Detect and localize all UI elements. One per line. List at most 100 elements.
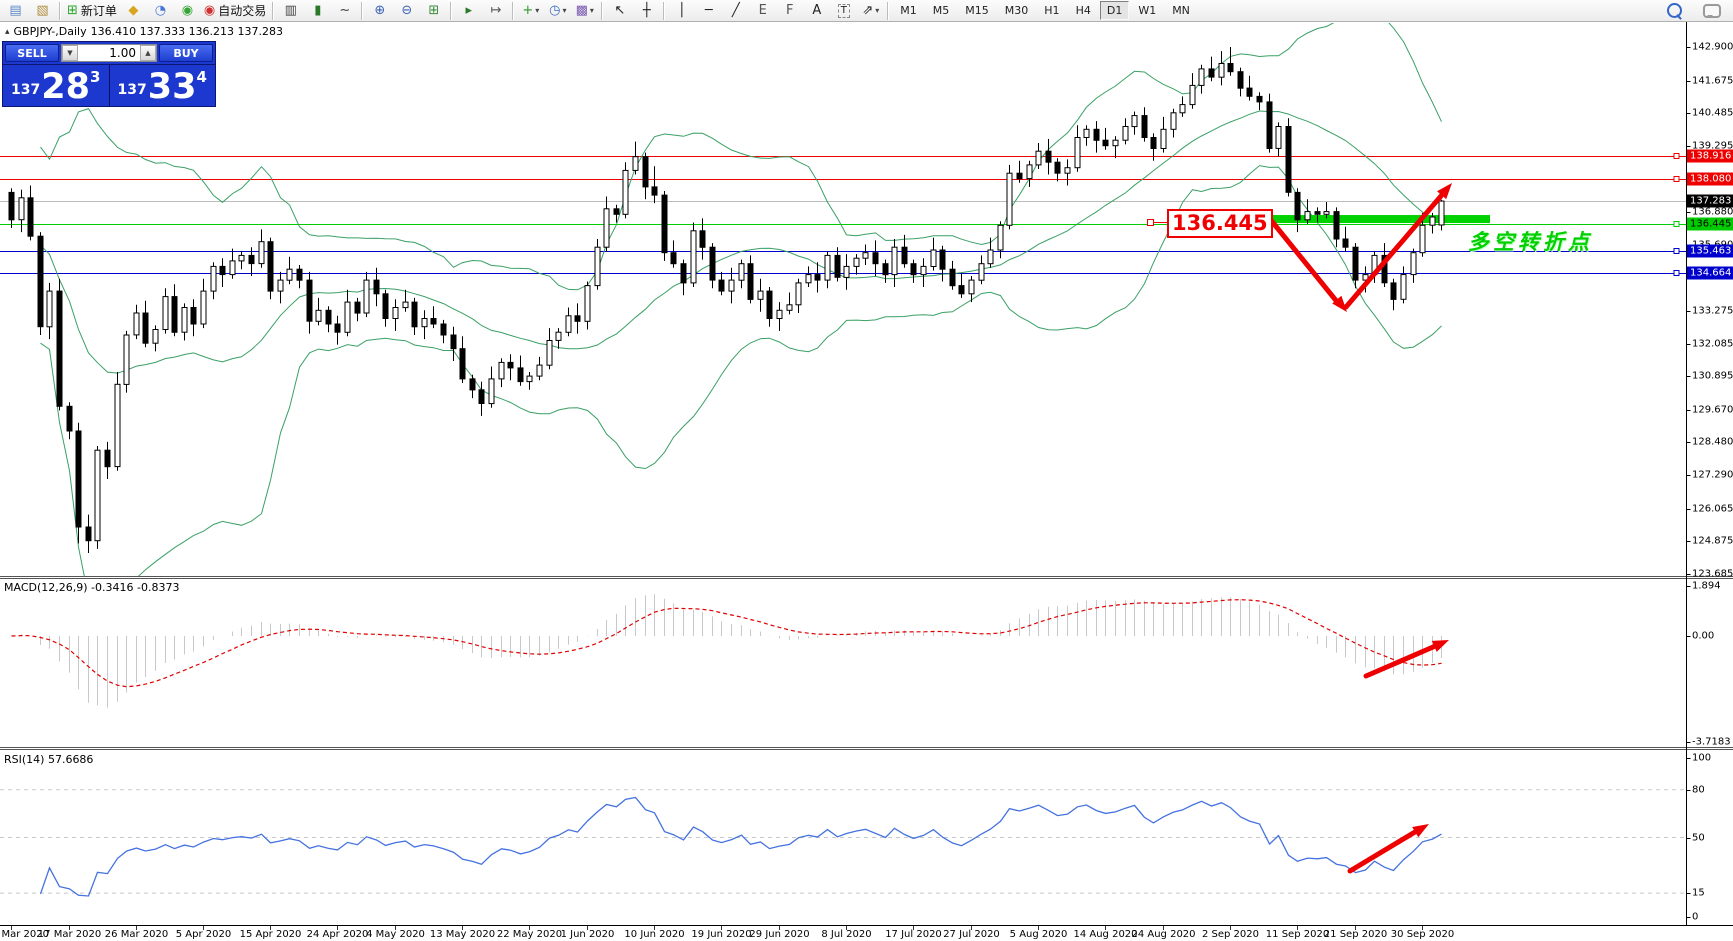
chart-profiles-icon[interactable]: ▧ (29, 0, 56, 22)
toolbar-separator (663, 1, 666, 20)
buy-button[interactable]: BUY (159, 44, 213, 62)
signals-icon[interactable]: ◉ (174, 0, 201, 22)
candles-layer (8, 47, 1445, 553)
macd-label: MACD(12,26,9) -0.3416 -0.8373 (4, 581, 180, 594)
sell-price[interactable]: 137 28 3 (3, 65, 109, 106)
toolbar-separator (361, 1, 364, 20)
new-order-button[interactable]: ⊞ 新订单 (64, 0, 120, 22)
templates-icon[interactable]: ▩ ▾ (571, 0, 598, 22)
text-tool[interactable]: A (803, 0, 830, 22)
tile-windows-glyph: ⊞ (428, 3, 440, 18)
trend-arrows-layer (1267, 183, 1452, 874)
date-label: 17 Mar 2020 (37, 929, 102, 940)
date-label: 21 Sep 2020 (1323, 929, 1388, 940)
sell-price-sup: 3 (90, 68, 101, 86)
vertical-line-tool[interactable]: │ (668, 0, 695, 22)
chevron-down-icon: ▾ (589, 6, 594, 15)
period-M5[interactable]: M5 (932, 4, 950, 17)
history-center-icon[interactable]: ◔ (147, 0, 174, 22)
rsi-tick: 100 (1692, 752, 1712, 764)
period-H4[interactable]: H4 (1075, 4, 1091, 17)
macd-tick: 0.00 (1692, 630, 1715, 642)
volume-decrease-button[interactable]: ▼ (62, 45, 78, 61)
line-chart-glyph: ~ (339, 3, 351, 18)
arrows-glyph: ⇗ (862, 3, 874, 18)
tile-windows-icon[interactable]: ⊞ (420, 0, 447, 22)
sell-button[interactable]: SELL (5, 44, 59, 62)
price-tick: 142.900 (1692, 41, 1733, 53)
new-order-glyph: ⊞ (67, 3, 78, 18)
volume-increase-button[interactable]: ▲ (140, 45, 156, 61)
date-label: 14 Aug 2020 (1073, 929, 1138, 940)
period-MN[interactable]: MN (1172, 4, 1190, 17)
rsi-tick: 80 (1692, 784, 1705, 796)
price-tick: 124.875 (1692, 535, 1733, 547)
date-label: 4 May 2020 (366, 929, 425, 940)
bar-chart-icon[interactable]: ▥ (277, 0, 304, 22)
styler-glyph: ◆ (128, 3, 139, 18)
volume-field: ▼ 1.00 ▲ (61, 44, 157, 62)
price-tick: 123.685 (1692, 568, 1733, 580)
search-icon[interactable] (1661, 0, 1688, 22)
indicators-icon[interactable]: + ▾ (517, 0, 544, 22)
toolbar-separator (601, 1, 604, 20)
volume-value[interactable]: 1.00 (109, 46, 136, 60)
bollinger-bands-layer (40, 23, 1442, 576)
toolbar-separator (512, 1, 515, 20)
periods-glyph: ◷ (549, 3, 561, 18)
zoom-in-icon[interactable]: ⊕ (366, 0, 393, 22)
rsi-layer (0, 789, 1686, 897)
date-label: 11 Sep 2020 (1265, 929, 1330, 940)
pane-frame-layer (0, 22, 1733, 930)
fibonacci-tool[interactable]: F (776, 0, 803, 22)
rsi-tick: 15 (1692, 887, 1705, 899)
price-tick: 141.675 (1692, 75, 1733, 87)
crosshair-tool[interactable]: ┼ (633, 0, 660, 22)
vertical-line-glyph: │ (677, 3, 686, 18)
zoom-out-icon[interactable]: ⊖ (393, 0, 420, 22)
period-D1[interactable]: D1 (1099, 1, 1130, 20)
period-M1[interactable]: M1 (900, 4, 917, 17)
price-tick: 128.480 (1692, 436, 1733, 448)
toolbar-right-icons (1661, 0, 1725, 22)
price-tick: 129.670 (1692, 404, 1733, 416)
date-label: 26 Mar 2020 (104, 929, 169, 940)
styler-icon[interactable]: ◆ (120, 0, 147, 22)
period-M15[interactable]: M15 (965, 4, 989, 17)
trendline-tool[interactable]: ╱ (722, 0, 749, 22)
trendline-glyph: ╱ (731, 3, 740, 18)
cursor-tool[interactable]: ↖ (606, 0, 633, 22)
period-W1[interactable]: W1 (1138, 4, 1157, 17)
templates-glyph: ▩ (575, 3, 588, 18)
new-chart-icon[interactable]: ▤ (2, 0, 29, 22)
chart-symbol-label: GBPJPY-,Daily (13, 25, 87, 38)
signals-glyph: ◉ (181, 3, 194, 18)
toolbar-separator (450, 1, 453, 20)
periods-icon[interactable]: ◷ ▾ (544, 0, 571, 22)
autotrading-button[interactable]: ◉ 自动交易 (201, 0, 269, 22)
chart-shift-icon[interactable]: ↦ (482, 0, 509, 22)
cursor-glyph: ↖ (614, 3, 626, 18)
price-line-badge: 135.463 (1687, 244, 1733, 258)
line-chart-icon[interactable]: ~ (331, 0, 358, 22)
date-label: 24 Apr 2020 (306, 929, 369, 940)
date-label: 5 Apr 2020 (175, 929, 232, 940)
candlestick-chart-icon[interactable]: ▮ (304, 0, 331, 22)
buy-price[interactable]: 137 33 4 (108, 65, 216, 107)
buy-price-prefix: 137 (117, 82, 147, 98)
buy-price-big: 33 (147, 67, 197, 107)
auto-scroll-icon[interactable]: ▸ (455, 0, 482, 22)
period-H1[interactable]: H1 (1044, 4, 1060, 17)
channel-tool[interactable]: E (749, 0, 776, 22)
community-icon[interactable] (1698, 0, 1725, 22)
price-line-badge: 136.445 (1687, 217, 1733, 231)
price-annotation-box[interactable]: 136.445 (1147, 209, 1273, 238)
period-M30[interactable]: M30 (1004, 4, 1029, 17)
label-tool[interactable]: T (830, 0, 857, 22)
arrows-tool[interactable]: ⇗ ▾ (857, 0, 884, 22)
horizontal-line-tool[interactable]: ─ (695, 0, 722, 22)
symbol-marker-icon: ▴ (5, 26, 10, 37)
fibonacci-glyph: F (786, 3, 794, 18)
price-tick: 139.295 (1692, 140, 1733, 152)
